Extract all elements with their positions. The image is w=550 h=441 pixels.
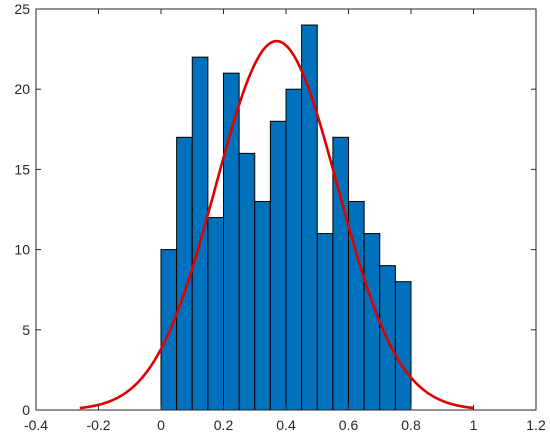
x-tick-label: -0.2 xyxy=(86,417,110,433)
y-tick-label: 25 xyxy=(14,1,30,17)
x-tick-label: 0.6 xyxy=(339,417,359,433)
histogram-bar xyxy=(238,152,256,411)
histogram-bar xyxy=(191,56,209,411)
x-tick-label: 0.4 xyxy=(276,417,296,433)
histogram-bar xyxy=(394,281,412,411)
y-tick-label: 0 xyxy=(22,402,30,418)
y-tick-label: 20 xyxy=(14,81,30,97)
x-tick-label: 1 xyxy=(470,417,478,433)
histogram-bar xyxy=(207,217,224,411)
fit-curve-layer xyxy=(79,39,474,410)
histogram-bar xyxy=(301,24,318,411)
x-tick-label: 0.8 xyxy=(401,417,421,433)
histogram-bar xyxy=(285,88,303,411)
y-tick-label: 10 xyxy=(14,242,30,258)
x-tick-label: 0 xyxy=(157,417,165,433)
histogram-bar xyxy=(254,200,271,411)
histogram-bar xyxy=(316,233,334,411)
y-axis-ticks: 0 5 10 15 20 25 xyxy=(14,1,536,418)
histogram-bars xyxy=(160,24,412,411)
histogram-bar xyxy=(363,233,381,411)
x-tick-label: 1.2 xyxy=(526,417,546,433)
x-axis-ticks: -0.4 -0.2 0 0.2 0.4 0.6 0.8 1 1.2 xyxy=(24,9,546,433)
y-tick-label: 5 xyxy=(22,322,30,338)
x-tick-label: 0.2 xyxy=(214,417,234,433)
x-tick-label: -0.4 xyxy=(24,417,48,433)
histogram-bar xyxy=(269,120,287,411)
y-tick-label: 15 xyxy=(14,161,30,177)
histogram-bar xyxy=(223,72,240,411)
normal-fit-curve xyxy=(79,39,474,410)
